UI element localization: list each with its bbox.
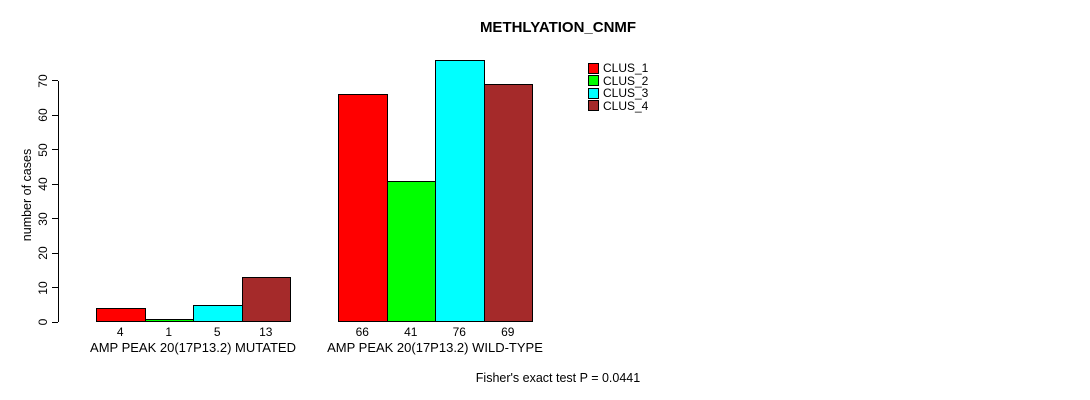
y-axis-tick	[52, 149, 58, 150]
legend-item-clus_3: CLUS_3	[588, 87, 648, 100]
legend-swatch-clus_2	[588, 75, 599, 87]
y-axis-tick-label: 60	[36, 108, 50, 122]
y-axis-tick-label: 40	[36, 177, 50, 191]
bar-value-label: 4	[116, 325, 124, 339]
y-axis-tick	[52, 114, 58, 116]
y-axis-tick-label: 30	[36, 211, 50, 226]
y-axis-tick-label: 20	[36, 246, 50, 260]
y-axis-tick-label: 70	[36, 73, 50, 88]
legend-item-label: CLUS_1	[603, 61, 649, 76]
bar-value-label: 76	[452, 325, 466, 339]
bar-clus_1-group2	[338, 94, 388, 322]
y-axis-tick	[52, 321, 58, 323]
y-axis-tick	[52, 252, 58, 254]
y-axis-tick	[52, 80, 58, 81]
legend-item-label: CLUS_2	[603, 73, 649, 88]
chart-title: METHLYATION_CNMF	[479, 19, 637, 36]
bar-clus_4-group1	[241, 277, 291, 322]
legend: CLUS_1 CLUS_2 CLUS_3 CLUS_4	[588, 62, 648, 112]
bar-clus_3-group2	[435, 59, 485, 322]
y-axis-tick-label: 0	[36, 318, 50, 326]
bar-clus_2-group2	[386, 180, 436, 322]
y-axis-tick	[52, 218, 58, 219]
bar-value-label: 5	[213, 325, 221, 339]
bar-value-label: 41	[404, 325, 418, 339]
bar-value-label: 13	[259, 325, 273, 339]
legend-item-clus_1: CLUS_1	[588, 62, 648, 75]
legend-swatch-clus_3	[588, 87, 599, 99]
legend-swatch-clus_4	[588, 100, 599, 112]
stat-annotation: Fisher's exact test P = 0.0441	[475, 371, 641, 385]
legend-swatch-clus_1	[588, 62, 599, 74]
y-axis-tick	[52, 183, 58, 185]
bar-clus_4-group2	[483, 83, 533, 322]
y-axis-line	[58, 80, 59, 322]
y-axis-tick-label: 50	[36, 142, 50, 157]
legend-item-label: CLUS_4	[603, 98, 649, 113]
bar-value-label: 69	[501, 325, 515, 339]
bar-value-label: 1	[165, 325, 173, 339]
x-category-label: AMP PEAK 20(17P13.2) WILD-TYPE	[327, 340, 543, 355]
legend-item-clus_4: CLUS_4	[588, 100, 648, 113]
y-axis-tick	[52, 287, 58, 288]
y-axis-tick-label: 10	[36, 280, 50, 295]
bar-clus_3-group1	[193, 304, 243, 322]
bar-value-label: 66	[355, 325, 369, 339]
bar-clus_2-group1	[144, 318, 194, 322]
bar-clus_1-group1	[96, 308, 146, 322]
legend-item-label: CLUS_3	[603, 86, 649, 101]
x-category-label: AMP PEAK 20(17P13.2) MUTATED	[90, 340, 296, 355]
legend-item-clus_2: CLUS_2	[588, 75, 648, 88]
